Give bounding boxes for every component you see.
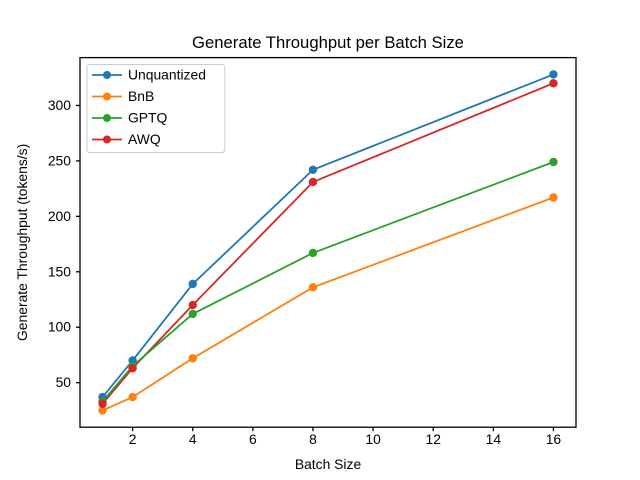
svg-text:250: 250 <box>48 152 71 168</box>
svg-text:8: 8 <box>309 431 317 447</box>
svg-text:Unquantized: Unquantized <box>128 67 206 83</box>
svg-text:AWQ: AWQ <box>128 131 161 147</box>
svg-text:Batch Size: Batch Size <box>295 456 362 472</box>
svg-text:2: 2 <box>129 431 137 447</box>
svg-text:50: 50 <box>56 374 72 390</box>
svg-text:Generate Throughput per Batch: Generate Throughput per Batch Size <box>192 33 464 52</box>
svg-text:150: 150 <box>48 263 71 279</box>
svg-text:6: 6 <box>249 431 257 447</box>
svg-text:100: 100 <box>48 319 71 335</box>
svg-text:12: 12 <box>425 431 441 447</box>
svg-text:GPTQ: GPTQ <box>128 110 168 126</box>
svg-text:4: 4 <box>189 431 197 447</box>
svg-text:BnB: BnB <box>128 88 154 104</box>
svg-text:14: 14 <box>486 431 502 447</box>
svg-text:300: 300 <box>48 97 71 113</box>
svg-text:16: 16 <box>546 431 562 447</box>
svg-text:Generate Throughput (tokens/s): Generate Throughput (tokens/s) <box>14 144 30 341</box>
svg-text:200: 200 <box>48 208 71 224</box>
svg-text:10: 10 <box>365 431 381 447</box>
